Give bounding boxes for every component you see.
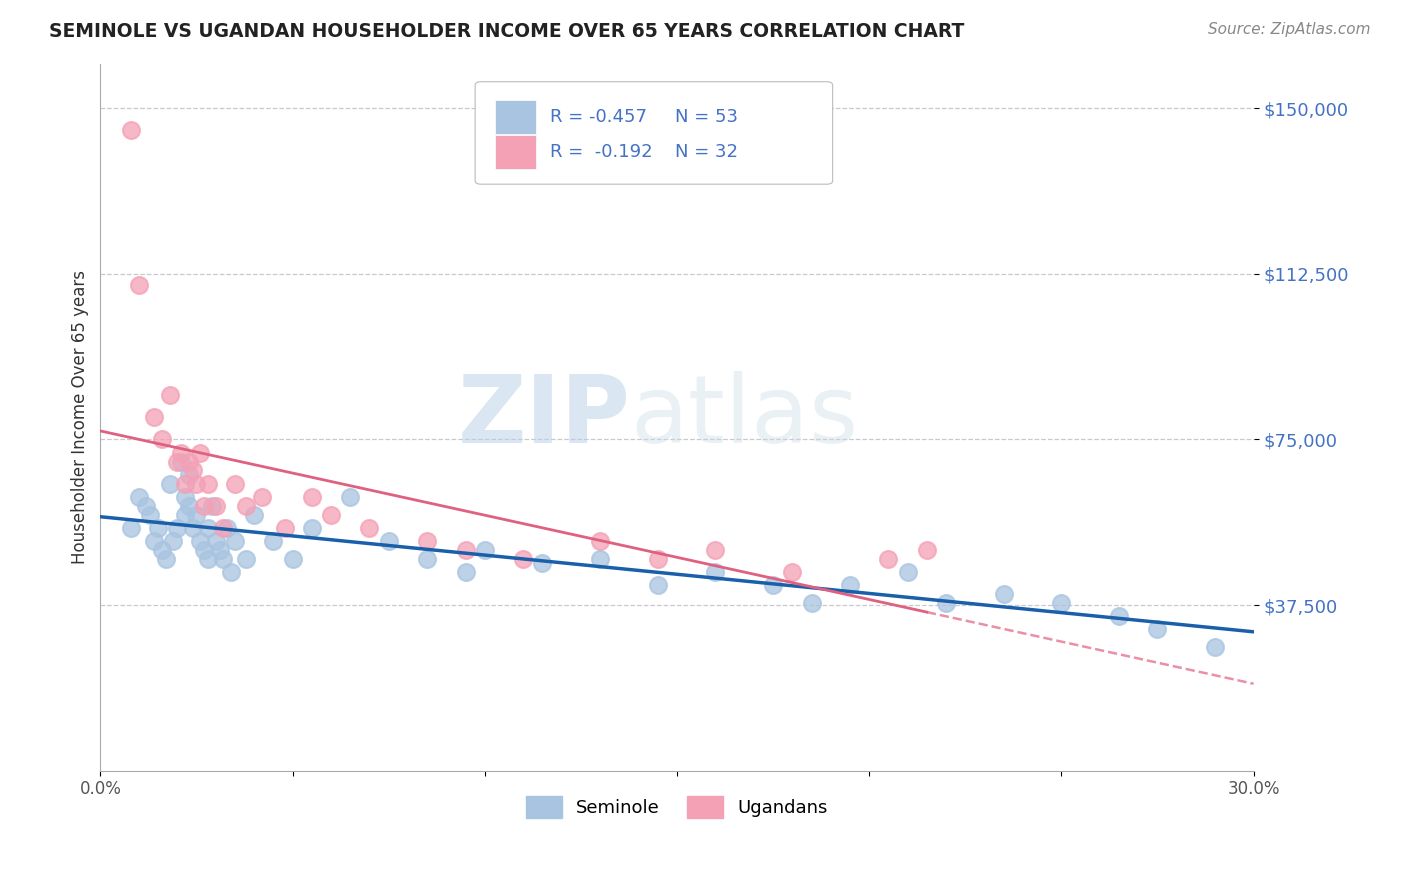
- Point: [219, 565, 242, 579]
- Point: [1108, 609, 1130, 624]
- Point: [243, 508, 266, 522]
- Point: [281, 551, 304, 566]
- Point: [897, 565, 920, 579]
- Point: [146, 521, 169, 535]
- Point: [800, 596, 823, 610]
- Text: R = -0.457: R = -0.457: [550, 108, 647, 126]
- Text: SEMINOLE VS UGANDAN HOUSEHOLDER INCOME OVER 65 YEARS CORRELATION CHART: SEMINOLE VS UGANDAN HOUSEHOLDER INCOME O…: [49, 22, 965, 41]
- Point: [186, 508, 208, 522]
- Point: [201, 499, 224, 513]
- Point: [274, 521, 297, 535]
- FancyBboxPatch shape: [495, 136, 536, 169]
- FancyBboxPatch shape: [475, 82, 832, 184]
- Point: [204, 499, 226, 513]
- Point: [250, 490, 273, 504]
- Point: [197, 521, 219, 535]
- Point: [416, 534, 439, 549]
- Point: [181, 521, 204, 535]
- Point: [174, 476, 197, 491]
- Point: [235, 499, 257, 513]
- Text: N = 32: N = 32: [675, 144, 738, 161]
- Point: [589, 551, 612, 566]
- Point: [166, 521, 188, 535]
- Point: [208, 542, 231, 557]
- Point: [193, 499, 215, 513]
- Point: [224, 476, 246, 491]
- Point: [839, 578, 862, 592]
- Point: [589, 534, 612, 549]
- Point: [193, 542, 215, 557]
- Point: [186, 476, 208, 491]
- Point: [150, 542, 173, 557]
- Point: [1204, 640, 1226, 654]
- Legend: Seminole, Ugandans: Seminole, Ugandans: [519, 789, 835, 825]
- Point: [212, 521, 235, 535]
- Point: [782, 565, 804, 579]
- Point: [177, 499, 200, 513]
- Point: [454, 542, 477, 557]
- Point: [150, 433, 173, 447]
- Point: [339, 490, 361, 504]
- Point: [993, 587, 1015, 601]
- Point: [188, 534, 211, 549]
- Point: [135, 499, 157, 513]
- Text: ZIP: ZIP: [458, 371, 631, 463]
- Point: [181, 463, 204, 477]
- Point: [162, 534, 184, 549]
- Point: [155, 551, 177, 566]
- Point: [143, 410, 166, 425]
- Point: [262, 534, 284, 549]
- Point: [204, 534, 226, 549]
- Point: [217, 521, 239, 535]
- Point: [877, 551, 900, 566]
- Point: [159, 476, 181, 491]
- Point: [647, 578, 669, 592]
- Point: [531, 556, 554, 570]
- Text: N = 53: N = 53: [675, 108, 738, 126]
- Point: [139, 508, 162, 522]
- Point: [159, 388, 181, 402]
- Text: Source: ZipAtlas.com: Source: ZipAtlas.com: [1208, 22, 1371, 37]
- Point: [512, 551, 534, 566]
- Point: [128, 277, 150, 292]
- Point: [174, 508, 197, 522]
- Point: [212, 551, 235, 566]
- Point: [704, 542, 727, 557]
- Text: R =  -0.192: R = -0.192: [550, 144, 652, 161]
- Point: [359, 521, 381, 535]
- Point: [935, 596, 957, 610]
- Point: [120, 123, 142, 137]
- Point: [166, 454, 188, 468]
- Point: [224, 534, 246, 549]
- Point: [177, 454, 200, 468]
- Point: [143, 534, 166, 549]
- Point: [319, 508, 342, 522]
- Point: [1146, 623, 1168, 637]
- Point: [170, 454, 193, 468]
- Point: [377, 534, 399, 549]
- Point: [454, 565, 477, 579]
- Point: [128, 490, 150, 504]
- Point: [301, 490, 323, 504]
- Point: [301, 521, 323, 535]
- Y-axis label: Householder Income Over 65 years: Householder Income Over 65 years: [72, 270, 89, 565]
- Point: [915, 542, 938, 557]
- Point: [647, 551, 669, 566]
- Point: [120, 521, 142, 535]
- Point: [704, 565, 727, 579]
- Point: [235, 551, 257, 566]
- Point: [174, 490, 197, 504]
- Point: [1050, 596, 1073, 610]
- Point: [197, 476, 219, 491]
- Point: [762, 578, 785, 592]
- Point: [177, 467, 200, 482]
- Point: [416, 551, 439, 566]
- FancyBboxPatch shape: [495, 100, 536, 134]
- Text: atlas: atlas: [631, 371, 859, 463]
- Point: [474, 542, 496, 557]
- Point: [170, 446, 193, 460]
- Point: [197, 551, 219, 566]
- Point: [188, 446, 211, 460]
